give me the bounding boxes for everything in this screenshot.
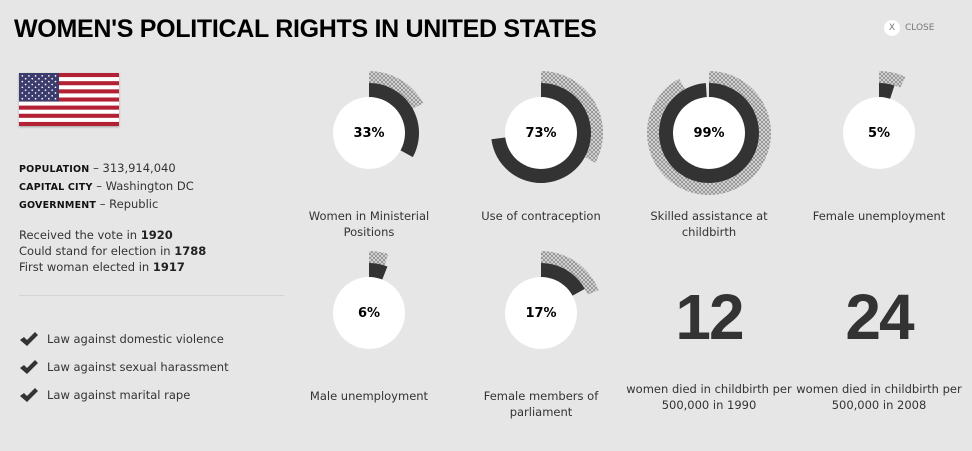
donut-value: 5% bbox=[867, 125, 891, 141]
fact-population: POPULATION – 313,914,040 bbox=[19, 161, 176, 175]
laws-list: Law against domestic violence Law agains… bbox=[19, 325, 229, 409]
checkmark-icon bbox=[20, 388, 38, 402]
donut-center bbox=[333, 277, 405, 349]
law-item: Law against sexual harassment bbox=[19, 353, 229, 381]
donut-chart: 33% bbox=[299, 63, 439, 203]
close-icon[interactable]: X bbox=[884, 20, 900, 36]
donut-chart: 99% bbox=[639, 63, 779, 203]
date-vote: Received the vote in 1920 bbox=[19, 228, 173, 242]
donut-chart: 5% bbox=[809, 63, 949, 203]
comparison-arc bbox=[879, 71, 906, 88]
fact-government: GOVERNMENT – Republic bbox=[19, 197, 159, 211]
donut-label: Female members of parliament bbox=[483, 389, 599, 419]
comparison-arc bbox=[369, 71, 424, 109]
comparison-arc bbox=[541, 71, 603, 163]
value-arc bbox=[879, 83, 895, 100]
divider bbox=[19, 295, 284, 296]
comparison-arc bbox=[541, 251, 599, 295]
page-title: WOMEN'S POLITICAL RIGHTS IN UNITED STATE… bbox=[14, 15, 597, 43]
donut-label: Skilled assistance at childbirth bbox=[650, 209, 768, 239]
donut-chart: 6% bbox=[299, 243, 439, 383]
checkmark-icon bbox=[20, 360, 38, 374]
donut-chart: 17% bbox=[471, 243, 611, 383]
donut-value: 17% bbox=[525, 305, 557, 321]
fact-capital: CAPITAL CITY – Washington DC bbox=[19, 179, 194, 193]
donut-label: Women in Ministerial Positions bbox=[308, 209, 430, 239]
donut-label: Female unemployment bbox=[812, 209, 946, 223]
donut-center bbox=[505, 97, 577, 169]
law-item: Law against marital rape bbox=[19, 381, 229, 409]
stat-label-2008: women died in childbirth per 500,000 in … bbox=[796, 382, 962, 412]
value-arc bbox=[369, 83, 419, 158]
comparison-arc bbox=[369, 251, 389, 266]
donut-svg bbox=[333, 71, 424, 169]
donut-svg bbox=[505, 251, 599, 349]
date-stand: Could stand for election in 1788 bbox=[19, 244, 207, 258]
donut-value: 73% bbox=[525, 125, 557, 141]
law-item: Law against domestic violence bbox=[19, 325, 229, 353]
donut-value: 33% bbox=[353, 125, 385, 141]
donut-svg bbox=[843, 71, 915, 169]
donut-center bbox=[843, 97, 915, 169]
value-arc bbox=[369, 263, 388, 281]
donut-svg bbox=[647, 71, 771, 195]
donut-value: 6% bbox=[357, 305, 381, 321]
donut-svg bbox=[491, 71, 603, 183]
value-arc bbox=[541, 263, 585, 297]
donut-svg bbox=[333, 251, 405, 349]
key-dates: Received the vote in 1920 Could stand fo… bbox=[19, 227, 206, 275]
stat-number-1990: 12 bbox=[675, 281, 744, 353]
us-flag bbox=[19, 73, 119, 126]
donut-label: Male unemployment bbox=[309, 389, 429, 403]
country-facts: POPULATION – 313,914,040 CAPITAL CITY – … bbox=[19, 160, 194, 214]
stat-number-2008: 24 bbox=[845, 281, 914, 353]
donut-value: 99% bbox=[693, 125, 725, 141]
checkmark-icon bbox=[20, 332, 38, 346]
date-elected: First woman elected in 1917 bbox=[19, 260, 185, 274]
donut-center bbox=[333, 97, 405, 169]
donut-chart: 73% bbox=[471, 63, 611, 203]
close-label[interactable]: CLOSE bbox=[905, 23, 935, 33]
stat-label-1990: women died in childbirth per 500,000 in … bbox=[626, 382, 792, 412]
donut-center bbox=[673, 97, 745, 169]
close-button[interactable]: X CLOSE bbox=[884, 20, 934, 36]
donut-center bbox=[505, 277, 577, 349]
donut-label: Use of contraception bbox=[481, 209, 601, 223]
